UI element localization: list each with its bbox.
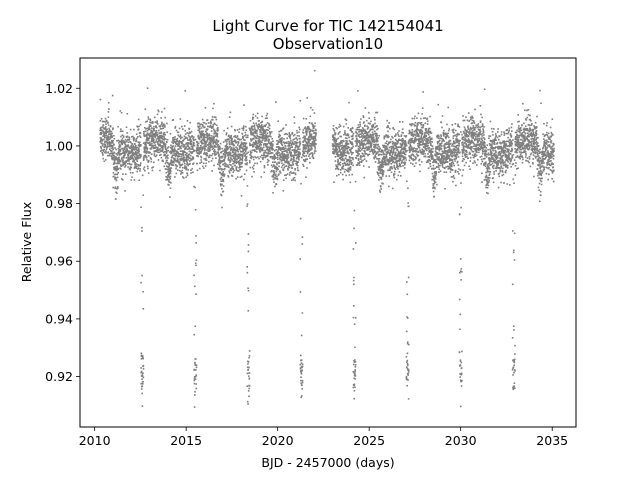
y-axis-label: Relative Flux [19,202,34,282]
x-axis-label: BJD - 2457000 (days) [261,455,394,470]
y-tick-label: 0.96 [45,254,73,269]
data-points [99,69,555,408]
y-tick-label: 1.00 [45,138,73,153]
chart-title: Light Curve for TIC 142154041 [212,17,443,35]
x-tick-label: 2035 [536,433,568,448]
y-tick-label: 0.98 [45,196,73,211]
y-tick-label: 0.92 [45,369,73,384]
x-axis: 2010 2015 2020 2025 2030 2035 [79,427,568,448]
chart-subtitle: Observation10 [273,35,383,53]
y-tick-label: 0.94 [45,311,73,326]
x-tick-label: 2020 [262,433,294,448]
flux-points [99,69,555,408]
plot-frame [79,57,577,428]
x-tick-label: 2025 [353,433,385,448]
y-axis: 0.92 0.94 0.96 0.98 1.00 1.02 [45,81,80,384]
x-tick-label: 2010 [79,433,111,448]
x-tick-label: 2015 [170,433,202,448]
y-tick-label: 1.02 [45,81,73,96]
x-tick-label: 2030 [445,433,477,448]
